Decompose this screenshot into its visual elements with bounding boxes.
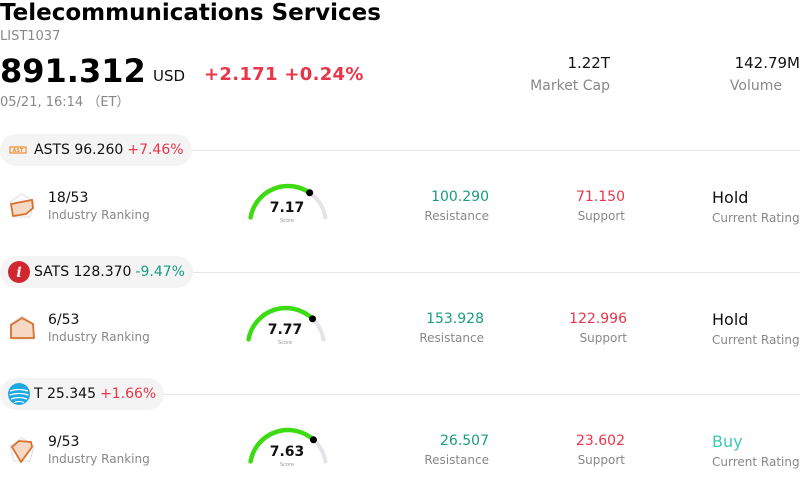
industry-rank: 6/53	[48, 312, 80, 328]
section-divider	[0, 150, 800, 151]
market-cap-value: 1.22T	[567, 54, 610, 72]
resistance-label: Resistance	[419, 331, 484, 345]
att-logo-icon	[8, 383, 30, 405]
current-rating: Hold	[712, 310, 749, 329]
industry-rank-label: Industry Ranking	[48, 330, 150, 344]
gauge-indicator-dot	[309, 315, 317, 323]
stock-pill-asts[interactable]: AST ASTS 96.260 +7.46%	[0, 134, 192, 166]
support-value: 23.602	[576, 433, 625, 449]
volume-label: Volume	[729, 78, 782, 94]
score-value: 7.77	[267, 322, 303, 338]
support-label: Support	[577, 453, 625, 467]
resistance-label: Resistance	[424, 209, 489, 223]
stock-ticker-price: T 25.345	[34, 386, 96, 402]
resistance-value: 26.507	[440, 433, 489, 449]
support-label: Support	[577, 209, 625, 223]
current-rating: Hold	[712, 188, 749, 207]
score-gauge	[244, 304, 328, 354]
gauge-fill	[246, 305, 315, 342]
stock-change: +7.46%	[127, 142, 184, 158]
stock-pill-sats[interactable]: i SATS 128.370 -9.47%	[0, 256, 193, 288]
svg-text:i: i	[16, 265, 21, 281]
radar-icon	[8, 192, 36, 224]
section-divider	[0, 394, 800, 395]
list-code: LIST1037	[0, 29, 61, 44]
support-value: 71.150	[576, 189, 625, 205]
current-rating: Buy	[712, 432, 743, 451]
ast-logo-icon: AST	[8, 140, 28, 160]
score-gauge	[246, 426, 330, 476]
industry-rank: 18/53	[48, 190, 89, 206]
current-rating-label: Current Rating	[712, 211, 800, 225]
market-cap-label: Market Cap	[530, 78, 610, 94]
stock-ticker-price: ASTS 96.260	[34, 142, 124, 158]
page-title: Telecommunications Services	[0, 0, 381, 26]
timestamp: 05/21, 16:14 （ET）	[0, 95, 130, 110]
echostar-logo-icon: i	[8, 261, 30, 283]
stock-ticker-price: SATS 128.370	[34, 264, 132, 280]
stock-pill-t[interactable]: T 25.345 +1.66%	[0, 378, 165, 410]
index-price: 891.312	[0, 52, 146, 90]
resistance-label: Resistance	[424, 453, 489, 467]
score-label: Score	[277, 340, 292, 346]
industry-rank-label: Industry Ranking	[48, 208, 150, 222]
resistance-value: 153.928	[426, 311, 484, 327]
svg-text:AST: AST	[13, 148, 24, 154]
radar-icon	[8, 314, 36, 346]
score-label: Score	[279, 462, 294, 468]
section-divider	[0, 272, 800, 273]
stock-change: +1.66%	[100, 386, 157, 402]
index-change: +2.171 +0.24%	[204, 64, 364, 85]
industry-rank-label: Industry Ranking	[48, 452, 150, 466]
score-value: 7.17	[269, 200, 305, 216]
radar-icon	[8, 436, 36, 468]
gauge-indicator-dot	[309, 436, 317, 444]
gauge-indicator-dot	[306, 189, 314, 197]
score-label: Score	[279, 218, 294, 224]
current-rating-label: Current Rating	[712, 333, 800, 347]
industry-rank: 9/53	[48, 434, 80, 450]
current-rating-label: Current Rating	[712, 455, 800, 469]
stock-change: -9.47%	[135, 264, 185, 280]
support-label: Support	[579, 331, 627, 345]
score-gauge	[246, 182, 330, 232]
resistance-value: 100.290	[431, 189, 489, 205]
currency-label: USD	[153, 67, 186, 85]
volume-value: 142.79M	[734, 54, 800, 72]
gauge-fill	[248, 427, 316, 464]
score-value: 7.63	[269, 444, 305, 460]
support-value: 122.996	[569, 311, 627, 327]
gauge-fill	[248, 183, 312, 220]
